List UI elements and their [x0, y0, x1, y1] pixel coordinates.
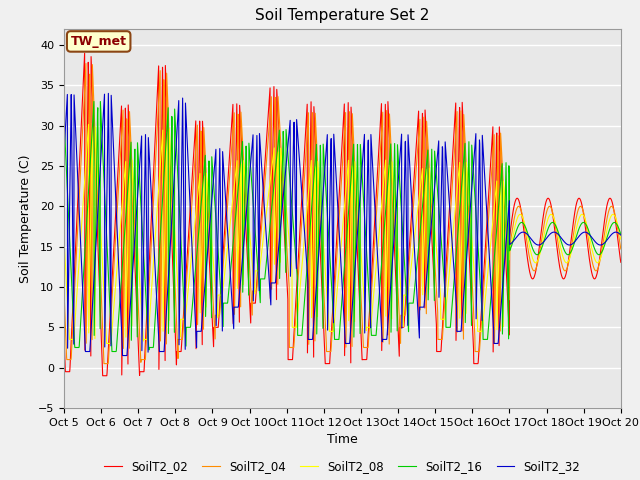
- SoilT2_04: [584, 231, 591, 237]
- Title: Soil Temperature Set 2: Soil Temperature Set 2: [255, 9, 429, 24]
- SoilT2_32: [104, 91, 112, 96]
- SoilT2_04: [371, 233, 379, 239]
- Line: SoilT2_32: SoilT2_32: [64, 94, 621, 356]
- SoilT2_04: [359, 333, 367, 339]
- SoilT2_02: [584, 242, 591, 248]
- SoilT2_04: [617, 246, 625, 252]
- SoilT2_02: [617, 259, 625, 265]
- SoilT2_04: [60, 288, 68, 293]
- Y-axis label: Soil Temperature (C): Soil Temperature (C): [19, 154, 33, 283]
- SoilT2_08: [505, 247, 513, 252]
- SoilT2_08: [60, 236, 68, 241]
- SoilT2_32: [371, 207, 379, 213]
- Line: SoilT2_04: SoilT2_04: [64, 63, 621, 364]
- SoilT2_08: [88, 120, 96, 126]
- SoilT2_02: [371, 213, 379, 218]
- SoilT2_08: [568, 246, 576, 252]
- SoilT2_16: [60, 115, 68, 120]
- SoilT2_32: [60, 150, 68, 156]
- Legend: SoilT2_02, SoilT2_04, SoilT2_08, SoilT2_16, SoilT2_32: SoilT2_02, SoilT2_04, SoilT2_08, SoilT2_…: [100, 456, 585, 478]
- SoilT2_02: [99, 373, 106, 379]
- SoilT2_02: [216, 301, 223, 307]
- SoilT2_04: [82, 60, 90, 66]
- SoilT2_16: [617, 231, 625, 237]
- SoilT2_32: [216, 146, 223, 152]
- SoilT2_32: [359, 154, 367, 159]
- SoilT2_16: [371, 333, 379, 338]
- SoilT2_04: [100, 361, 108, 367]
- SoilT2_16: [568, 247, 576, 252]
- Line: SoilT2_02: SoilT2_02: [64, 53, 621, 376]
- SoilT2_02: [359, 357, 367, 362]
- X-axis label: Time: Time: [327, 433, 358, 446]
- SoilT2_16: [108, 348, 116, 354]
- Text: TW_met: TW_met: [70, 35, 127, 48]
- SoilT2_08: [617, 236, 625, 242]
- SoilT2_32: [568, 241, 576, 247]
- SoilT2_08: [102, 341, 110, 347]
- SoilT2_32: [584, 230, 591, 236]
- SoilT2_02: [81, 50, 88, 56]
- SoilT2_32: [118, 353, 126, 359]
- SoilT2_16: [216, 274, 223, 279]
- SoilT2_16: [359, 186, 367, 192]
- SoilT2_16: [90, 98, 98, 104]
- SoilT2_08: [359, 278, 367, 284]
- SoilT2_32: [617, 232, 625, 238]
- SoilT2_04: [505, 282, 513, 288]
- Line: SoilT2_16: SoilT2_16: [64, 101, 621, 351]
- SoilT2_02: [60, 332, 68, 337]
- SoilT2_08: [584, 225, 591, 231]
- SoilT2_32: [505, 207, 513, 213]
- SoilT2_08: [371, 276, 379, 282]
- Line: SoilT2_08: SoilT2_08: [64, 123, 621, 344]
- SoilT2_04: [216, 310, 223, 316]
- SoilT2_04: [568, 240, 576, 246]
- SoilT2_16: [505, 336, 513, 342]
- SoilT2_02: [505, 316, 513, 322]
- SoilT2_08: [216, 292, 223, 298]
- SoilT2_02: [568, 229, 576, 235]
- SoilT2_16: [584, 225, 591, 230]
